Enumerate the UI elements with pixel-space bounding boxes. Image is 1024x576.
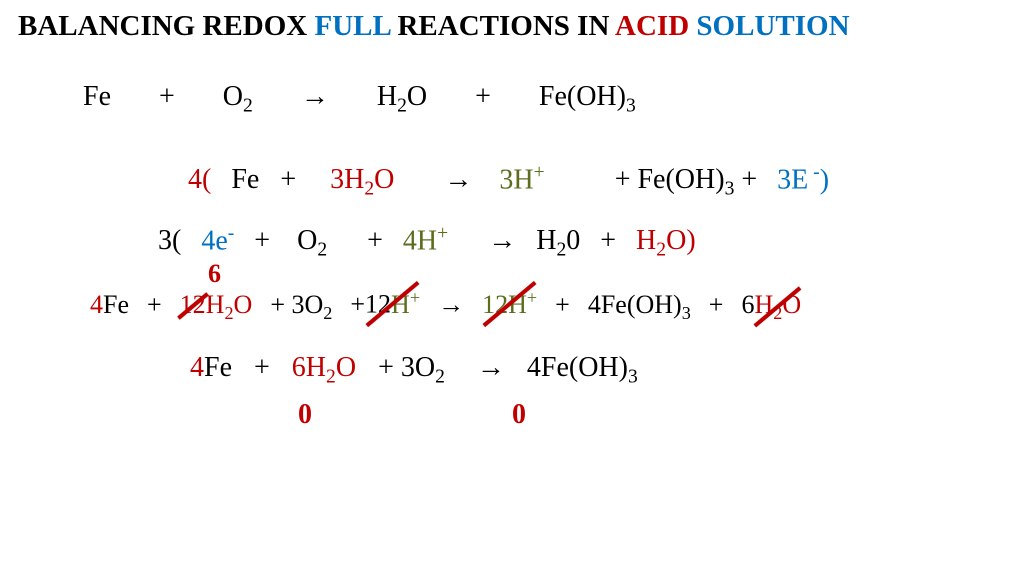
3hplus: 3H+ bbox=[492, 162, 544, 196]
plus: + bbox=[254, 352, 270, 384]
title-part-acid: ACID bbox=[615, 10, 696, 42]
fe: Fe + bbox=[231, 164, 296, 196]
fe: Fe bbox=[83, 81, 111, 113]
half-reaction-oxidation: 4( Fe + 3H2O → 3H+ + Fe(OH)3 + 3E -) bbox=[188, 162, 1006, 201]
arrow: → bbox=[438, 290, 464, 320]
title-part-3: REACTIONS IN bbox=[397, 10, 615, 42]
title-part-1: BALANCING REDOX bbox=[18, 10, 314, 42]
plus: + bbox=[709, 290, 724, 320]
zero-left: 0 bbox=[298, 399, 312, 431]
6h2o: 6H2O bbox=[292, 352, 356, 389]
3h2o: 3H2O bbox=[316, 164, 394, 201]
plus: + bbox=[475, 81, 491, 113]
4e-minus: 4e- bbox=[201, 223, 234, 257]
plus-3o2: + 3O2 bbox=[270, 290, 332, 324]
coef-4: 4( bbox=[188, 164, 211, 196]
coef-3: 3( bbox=[158, 225, 181, 257]
4feoh3: 4Fe(OH)3 bbox=[527, 352, 638, 389]
4hplus: 4H+ bbox=[403, 223, 448, 257]
4feoh3: 4Fe(OH)3 bbox=[588, 290, 691, 324]
arrow: → bbox=[477, 352, 505, 384]
12h2o: 12H2O bbox=[180, 290, 253, 324]
combined-equation: 6 4Fe + 12H2O + 3O2 +12H+ → 12H+ + 4Fe(O… bbox=[90, 287, 1006, 324]
6h2o: 6H2O bbox=[741, 290, 801, 324]
h2o: H2O bbox=[377, 81, 427, 118]
final-equation: 4Fe + 6H2O + 3O2 → 4Fe(OH)3 bbox=[190, 352, 1006, 389]
plus: + bbox=[254, 225, 270, 257]
arrow: → bbox=[301, 81, 329, 113]
4fe: 4Fe bbox=[90, 290, 129, 320]
equation-original: Fe + O2 → H2O + Fe(OH)3 bbox=[83, 81, 1006, 118]
plus: + bbox=[147, 290, 162, 320]
plus-12hplus: +12H+ bbox=[350, 287, 420, 320]
plus: + bbox=[159, 81, 175, 113]
arrow: → bbox=[488, 225, 516, 257]
h20: H20 bbox=[536, 225, 580, 262]
4fe: 4Fe bbox=[190, 352, 232, 384]
plus: + bbox=[600, 225, 616, 257]
page-title: BALANCING REDOX FULL REACTIONS IN ACID S… bbox=[18, 10, 1006, 43]
plus-feoh3: + Fe(OH)3 + bbox=[615, 164, 757, 201]
h2o: H2O) bbox=[636, 225, 696, 262]
plus-3o2: + 3O2 bbox=[378, 352, 445, 389]
annotation-6: 6 bbox=[208, 259, 221, 289]
half-reaction-reduction: 3( 4e- + O2 + 4H+ → H20 + H2O) bbox=[158, 223, 1006, 262]
o2: O2 bbox=[223, 81, 253, 118]
charge-check: 0 0 bbox=[298, 399, 1006, 431]
plus: + bbox=[555, 290, 570, 320]
zero-right: 0 bbox=[512, 399, 526, 431]
12hplus: 12H+ bbox=[482, 287, 537, 320]
arrow: → bbox=[444, 164, 472, 196]
feoh3: Fe(OH)3 bbox=[539, 81, 636, 118]
o2: O2 bbox=[290, 225, 327, 262]
title-part-full: FULL bbox=[314, 10, 397, 42]
title-part-5: SOLUTION bbox=[696, 10, 849, 42]
plus: + bbox=[367, 225, 383, 257]
3e-minus: 3E -) bbox=[777, 162, 829, 196]
